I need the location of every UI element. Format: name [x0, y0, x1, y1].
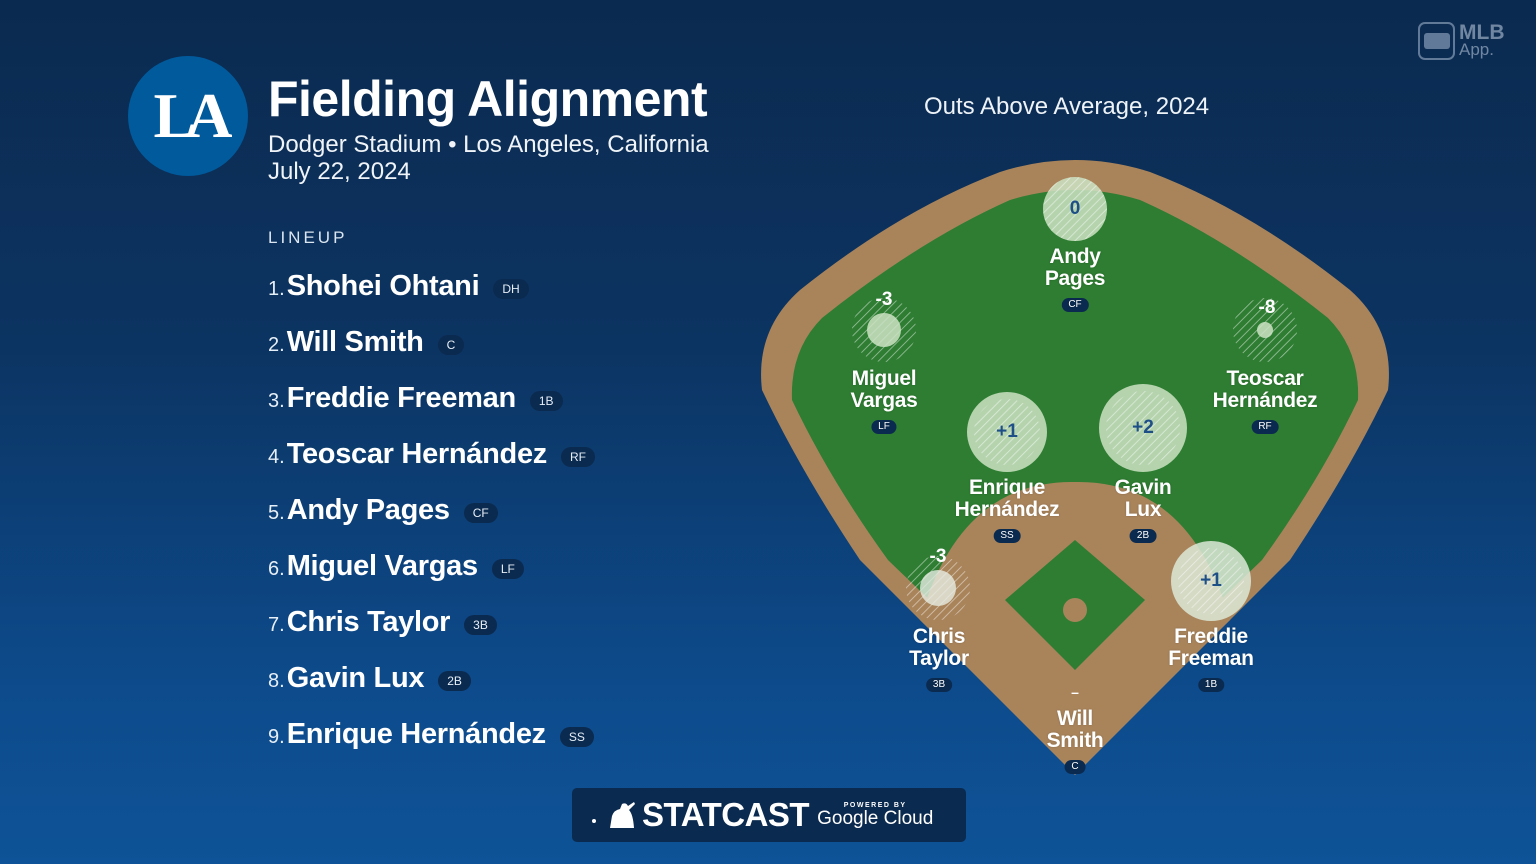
lineup-item: 3. Freddie Freeman 1B: [268, 370, 595, 426]
lineup-item: 4. Teoscar Hernández RF: [268, 426, 595, 482]
fielder-label-3b: Chris Taylor 3B: [909, 625, 969, 692]
player-name: Teoscar Hernández: [286, 437, 548, 470]
position-badge: SS: [993, 529, 1021, 543]
lineup-list: 1. Shohei Ohtani DH 2. Will Smith C 3. Freddi…: [268, 258, 595, 762]
pitchers-mound: [1063, 598, 1087, 622]
position-badge: C: [1064, 760, 1086, 774]
chart-title: Outs Above Average, 2024: [924, 93, 1210, 120]
position-badge: 3B: [925, 678, 953, 692]
lineup-item: 6. Miguel Vargas LF: [268, 538, 595, 594]
position-badge: 3B: [464, 615, 497, 635]
team-logo-text: LA: [153, 80, 233, 151]
mlb-app-line2: App.: [1459, 40, 1494, 59]
venue: Dodger Stadium • Los Angeles, California: [268, 131, 709, 158]
lineup-item: 1. Shohei Ohtani DH: [268, 258, 595, 314]
mlb-app-logo: MLB App.: [1418, 22, 1505, 60]
page-title: Fielding Alignment: [268, 71, 708, 127]
player-name: Gavin Lux: [286, 661, 425, 694]
position-badge: DH: [493, 279, 529, 299]
position-badge: CF: [1061, 298, 1089, 312]
batting-order: 8.: [268, 670, 285, 692]
player-name: Chris Taylor: [286, 605, 451, 638]
player-name: Freddie Freeman: [286, 381, 516, 414]
position-badge: 1B: [529, 391, 563, 411]
google-cloud-text: Google Cloud: [817, 808, 934, 829]
lineup-item: 7. Chris Taylor 3B: [268, 594, 595, 650]
mlb-batter-icon: [610, 802, 635, 828]
statcast-wordmark: STATCAST: [642, 796, 810, 833]
oaa-value-lf: -3: [875, 289, 893, 310]
venue-and-date: Dodger Stadium • Los Angeles, California…: [268, 131, 709, 185]
lineup-label: LINEUP: [268, 228, 348, 247]
batting-order: 7.: [268, 614, 285, 636]
game-date: July 22, 2024: [268, 158, 411, 185]
oaa-value-c: –: [1071, 684, 1079, 700]
position-badge: RF: [560, 447, 595, 467]
position-badge: 2B: [438, 671, 471, 691]
fielder-label-cf: Andy Pages CF: [1044, 245, 1106, 312]
position-badge: CF: [463, 503, 498, 523]
mlb-logo-icon: [1418, 22, 1455, 60]
position-badge: LF: [491, 559, 524, 579]
lineup-item: 8. Gavin Lux 2B: [268, 650, 595, 706]
player-name: Miguel Vargas: [286, 549, 478, 582]
statcast-banner: STATCAST POWERED BY Google Cloud: [572, 788, 966, 842]
player-name: Enrique Hernández: [286, 717, 546, 750]
google-cloud-logo: POWERED BY Google Cloud: [817, 802, 933, 828]
home-plate-circle: [1053, 670, 1097, 714]
oaa-value-3b: -3: [929, 546, 947, 567]
batting-order: 1.: [268, 278, 285, 300]
bullet-dot: [592, 819, 596, 823]
batting-order: 2.: [268, 334, 285, 356]
lineup-item: 9. Enrique Hernández SS: [268, 706, 595, 762]
oaa-value-cf: 0: [1069, 198, 1081, 219]
position-badge: RF: [1251, 420, 1279, 434]
fielder-label-ss: Enrique Hernández SS: [954, 476, 1060, 543]
oaa-value-2b: +2: [1132, 417, 1154, 438]
position-badge: 1B: [1197, 678, 1225, 692]
position-badge: 2B: [1129, 529, 1157, 543]
dodgers-logo: LA: [128, 56, 248, 176]
position-badge: LF: [871, 420, 897, 434]
oaa-value-ss: +1: [996, 421, 1018, 442]
fielder-label-c: Will Smith C: [1046, 707, 1104, 774]
fielder-label-1b: Freddie Freeman 1B: [1168, 625, 1254, 692]
fielder-label-lf: Miguel Vargas LF: [850, 367, 918, 434]
position-badge: SS: [559, 727, 594, 747]
fielder-label-rf: Teoscar Hernández RF: [1212, 367, 1318, 434]
player-name: Will Smith: [286, 325, 424, 358]
position-badge: C: [437, 335, 465, 355]
batting-order: 6.: [268, 558, 285, 580]
player-name: Shohei Ohtani: [286, 269, 480, 302]
oaa-value-1b: +1: [1200, 570, 1222, 591]
fielder-label-2b: Gavin Lux 2B: [1114, 476, 1172, 543]
lineup-item: 5. Andy Pages CF: [268, 482, 595, 538]
batting-order: 9.: [268, 726, 285, 748]
oaa-value-rf: -8: [1258, 297, 1276, 318]
batting-order: 3.: [268, 390, 285, 412]
powered-by-text: POWERED BY: [843, 802, 907, 809]
batting-order: 4.: [268, 446, 285, 468]
batting-order: 5.: [268, 502, 285, 524]
player-name: Andy Pages: [286, 493, 450, 526]
mlb-app-line1: MLB: [1459, 21, 1505, 44]
lineup-item: 2. Will Smith C: [268, 314, 595, 370]
